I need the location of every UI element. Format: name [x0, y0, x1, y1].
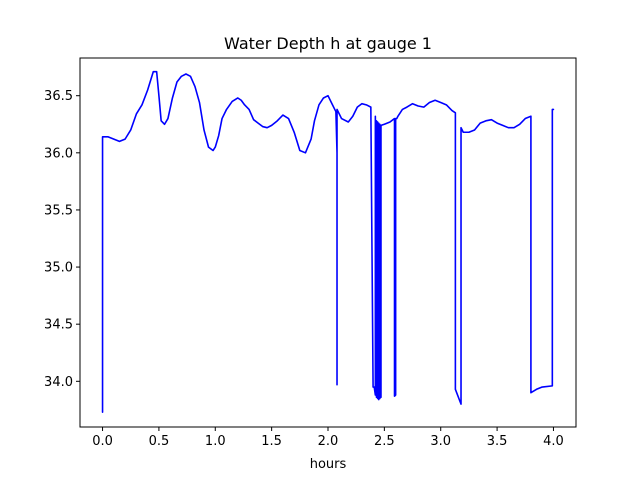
- x-tick-label: 3.0: [430, 434, 451, 449]
- x-tick-label: 0.5: [149, 434, 170, 449]
- x-tick-label: 4.0: [543, 434, 564, 449]
- x-tick-label: 0.0: [92, 434, 113, 449]
- x-axis-ticks: 0.0 0.5 1.0 1.5 2.0 2.5 3.0 3.5 4.0: [92, 427, 564, 449]
- series-line-1: [101, 70, 555, 413]
- x-tick-label: 2.0: [318, 434, 339, 449]
- x-tick-label: 1.0: [205, 434, 226, 449]
- x-tick-label: 3.5: [487, 434, 508, 449]
- y-tick-label: 36.5: [44, 89, 73, 104]
- x-axis-label: hours: [310, 457, 347, 472]
- y-tick-label: 34.5: [44, 318, 73, 333]
- y-axis-ticks: 34.0 34.5 35.0 35.5 36.0 36.5: [44, 89, 80, 390]
- plot-area: [101, 70, 555, 413]
- y-tick-label: 34.0: [44, 375, 73, 390]
- y-tick-label: 36.0: [44, 146, 73, 161]
- chart-title: Water Depth h at gauge 1: [224, 34, 432, 53]
- x-tick-label: 2.5: [374, 434, 395, 449]
- x-tick-label: 1.5: [261, 434, 282, 449]
- y-tick-label: 35.5: [44, 203, 73, 218]
- y-tick-label: 35.0: [44, 261, 73, 276]
